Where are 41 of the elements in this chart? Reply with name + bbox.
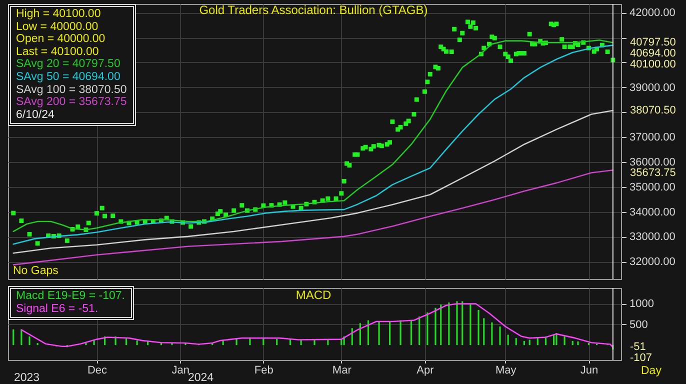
text: SAvg 200 = 35673.75 xyxy=(16,96,127,109)
text: SAvg 100 = 38070.50 xyxy=(16,84,127,96)
annotation: -107 xyxy=(630,352,652,364)
series-label: Signal E6 = -51. xyxy=(16,302,100,316)
text: Day xyxy=(641,365,662,378)
annotation: Last = 40100.00 xyxy=(16,46,100,58)
chart-title: Gold Traders Association: Bullion (GTAGB) xyxy=(199,3,428,17)
y-tick-label: 34000.00 xyxy=(630,206,676,218)
x-tick-label: Mar xyxy=(332,364,352,376)
x-tick-label: Feb xyxy=(254,364,274,376)
y-tick-label: 35000.00 xyxy=(630,181,676,194)
text: SAvg 50 = 40694.00 xyxy=(16,70,122,84)
y-tick-label: 37000.00 xyxy=(630,132,676,144)
y-tick-label: 33000.00 xyxy=(630,231,676,244)
annotation: Low = 40000.00 xyxy=(16,20,100,34)
annotation: 40694.00 xyxy=(630,48,676,60)
y-tick-label: 36000.00 xyxy=(630,156,676,169)
x-tick-label: Jan xyxy=(172,364,190,376)
y-tick-label: 500 xyxy=(630,318,648,331)
annotation: No Gaps xyxy=(13,265,58,278)
y-tick-label: 32000.00 xyxy=(630,256,676,268)
annotation: 6/10/24 xyxy=(16,108,56,122)
text: Macd E19-E9 = -107. xyxy=(16,290,125,303)
annotation: 40797.50 xyxy=(630,36,676,49)
text: 2023 xyxy=(14,372,40,384)
annotation: 35673.75 xyxy=(630,167,676,180)
y-tick-label: 39000.00 xyxy=(630,82,676,94)
annotation: Open = 40000.00 xyxy=(16,33,106,46)
annotation: -51 xyxy=(630,341,646,354)
annotation: High = 40100.00 xyxy=(16,8,102,21)
annotation: 40100.00 xyxy=(630,58,676,71)
x-tick-label: Dec xyxy=(87,364,108,376)
annotation: 38070.50 xyxy=(630,104,676,117)
text: SAvg 20 = 40797.50 xyxy=(16,58,122,71)
y-tick-label: 42000.00 xyxy=(630,7,676,20)
x-tick-label: Apr xyxy=(416,364,434,376)
text: 2024 xyxy=(188,372,214,384)
x-tick-label: Jun xyxy=(580,364,598,376)
x-tick-label: May xyxy=(496,364,517,376)
y-tick-label: 1000 xyxy=(630,298,654,310)
chart-title: MACD xyxy=(296,288,332,302)
